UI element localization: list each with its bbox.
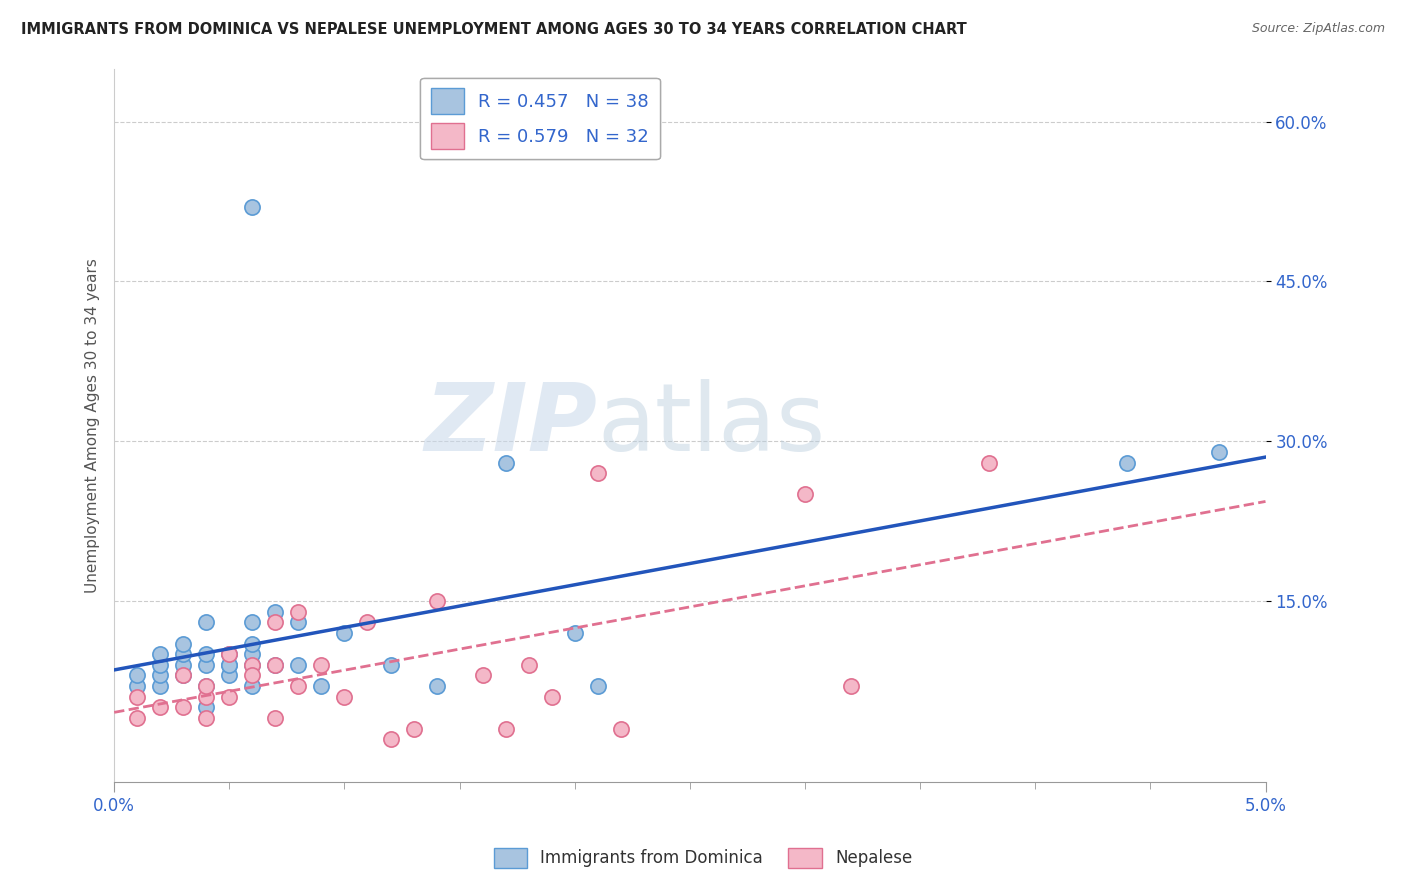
Point xyxy=(149,679,172,693)
Point xyxy=(380,732,402,747)
Point xyxy=(149,657,172,672)
Point xyxy=(218,657,240,672)
Point xyxy=(979,456,1001,470)
Point xyxy=(540,690,562,704)
Point xyxy=(195,615,218,630)
Legend: Immigrants from Dominica, Nepalese: Immigrants from Dominica, Nepalese xyxy=(486,841,920,875)
Point xyxy=(218,657,240,672)
Point xyxy=(195,679,218,693)
Point xyxy=(218,690,240,704)
Point xyxy=(149,700,172,714)
Point xyxy=(839,679,862,693)
Point xyxy=(172,668,194,682)
Point xyxy=(610,722,633,736)
Point xyxy=(240,668,263,682)
Text: Source: ZipAtlas.com: Source: ZipAtlas.com xyxy=(1251,22,1385,36)
Point xyxy=(495,456,517,470)
Point xyxy=(1116,456,1139,470)
Text: IMMIGRANTS FROM DOMINICA VS NEPALESE UNEMPLOYMENT AMONG AGES 30 TO 34 YEARS CORR: IMMIGRANTS FROM DOMINICA VS NEPALESE UNE… xyxy=(21,22,967,37)
Legend: R = 0.457   N = 38, R = 0.579   N = 32: R = 0.457 N = 38, R = 0.579 N = 32 xyxy=(420,78,659,160)
Point xyxy=(264,657,287,672)
Y-axis label: Unemployment Among Ages 30 to 34 years: Unemployment Among Ages 30 to 34 years xyxy=(86,258,100,592)
Point xyxy=(172,636,194,650)
Point xyxy=(240,200,263,214)
Point xyxy=(356,615,378,630)
Point xyxy=(333,626,356,640)
Point xyxy=(794,487,817,501)
Point xyxy=(127,711,149,725)
Point xyxy=(380,657,402,672)
Point xyxy=(287,615,309,630)
Point xyxy=(517,657,540,672)
Point xyxy=(586,466,609,480)
Point xyxy=(287,605,309,619)
Point xyxy=(195,679,218,693)
Point xyxy=(127,690,149,704)
Point xyxy=(127,668,149,682)
Point xyxy=(240,647,263,661)
Point xyxy=(240,636,263,650)
Point xyxy=(333,690,356,704)
Point xyxy=(495,722,517,736)
Point xyxy=(264,711,287,725)
Point xyxy=(240,657,263,672)
Point xyxy=(195,711,218,725)
Point xyxy=(240,679,263,693)
Point xyxy=(172,657,194,672)
Point xyxy=(195,690,218,704)
Point xyxy=(564,626,586,640)
Point xyxy=(195,700,218,714)
Point xyxy=(218,647,240,661)
Point xyxy=(127,679,149,693)
Point xyxy=(195,657,218,672)
Point xyxy=(1208,445,1230,459)
Point xyxy=(311,657,333,672)
Point xyxy=(586,679,609,693)
Point xyxy=(264,615,287,630)
Point xyxy=(311,679,333,693)
Point xyxy=(287,657,309,672)
Point xyxy=(149,647,172,661)
Point xyxy=(172,700,194,714)
Point xyxy=(425,679,447,693)
Point xyxy=(240,657,263,672)
Point xyxy=(218,668,240,682)
Point xyxy=(172,668,194,682)
Point xyxy=(172,647,194,661)
Point xyxy=(264,605,287,619)
Point xyxy=(218,647,240,661)
Point xyxy=(402,722,425,736)
Point xyxy=(149,668,172,682)
Point xyxy=(240,615,263,630)
Point xyxy=(287,679,309,693)
Text: ZIP: ZIP xyxy=(425,379,598,471)
Point xyxy=(264,657,287,672)
Point xyxy=(471,668,494,682)
Point xyxy=(425,594,447,608)
Text: atlas: atlas xyxy=(598,379,825,471)
Point xyxy=(195,647,218,661)
